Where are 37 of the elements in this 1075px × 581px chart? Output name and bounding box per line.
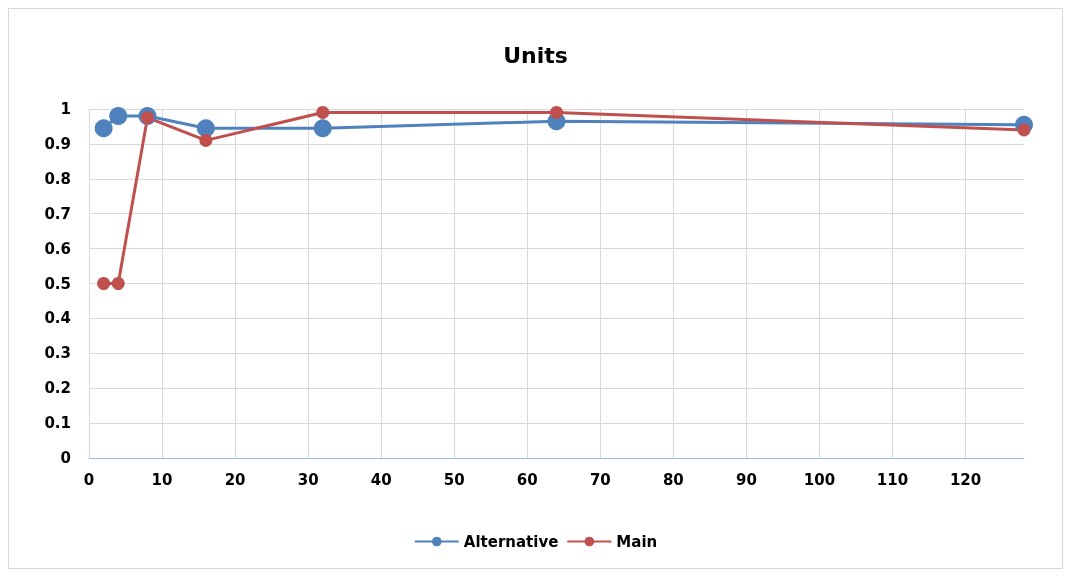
x-tick-label: 50 (443, 470, 465, 489)
x-tick-label: 90 (735, 470, 757, 489)
y-tick-label: 0.5 (44, 274, 71, 293)
y-tick-label: 0.3 (44, 344, 71, 363)
x-tick-label: 20 (224, 470, 246, 489)
y-tick-label: 0.2 (44, 379, 71, 398)
y-tick-label: 0.7 (44, 204, 71, 223)
y-tick-label: 1 (60, 100, 71, 118)
legend-label: Alternative (463, 532, 559, 551)
x-tick-label: 30 (297, 470, 319, 489)
x-tick-label: 120 (949, 470, 982, 489)
chart-title: Units (503, 42, 568, 68)
x-tick-label: 70 (589, 470, 611, 489)
x-tick-label: 60 (516, 470, 538, 489)
point (94, 119, 113, 138)
y-tick-label: 0.4 (44, 309, 71, 328)
point (1017, 123, 1031, 137)
point (196, 119, 215, 138)
y-tick-label: 0.8 (44, 169, 71, 188)
y-tick-label: 0.9 (44, 134, 71, 153)
y-tick-label: 0.6 (44, 239, 71, 258)
point (316, 105, 330, 119)
point (97, 277, 111, 290)
y-tick-label: 0.1 (44, 414, 71, 433)
x-tick-label: 100 (803, 470, 836, 489)
point (111, 277, 125, 290)
y-tick-label: 0 (60, 449, 71, 467)
x-tick-label: 0 (83, 470, 95, 489)
x-tick-label: 80 (662, 470, 684, 489)
point (199, 133, 213, 147)
x-tick-label: 10 (151, 470, 173, 489)
point (313, 119, 332, 138)
x-tick-label: 40 (370, 470, 392, 489)
legend-label: Main (616, 532, 658, 551)
point (109, 106, 128, 125)
x-tick-label: 110 (876, 470, 909, 489)
point (550, 105, 563, 119)
